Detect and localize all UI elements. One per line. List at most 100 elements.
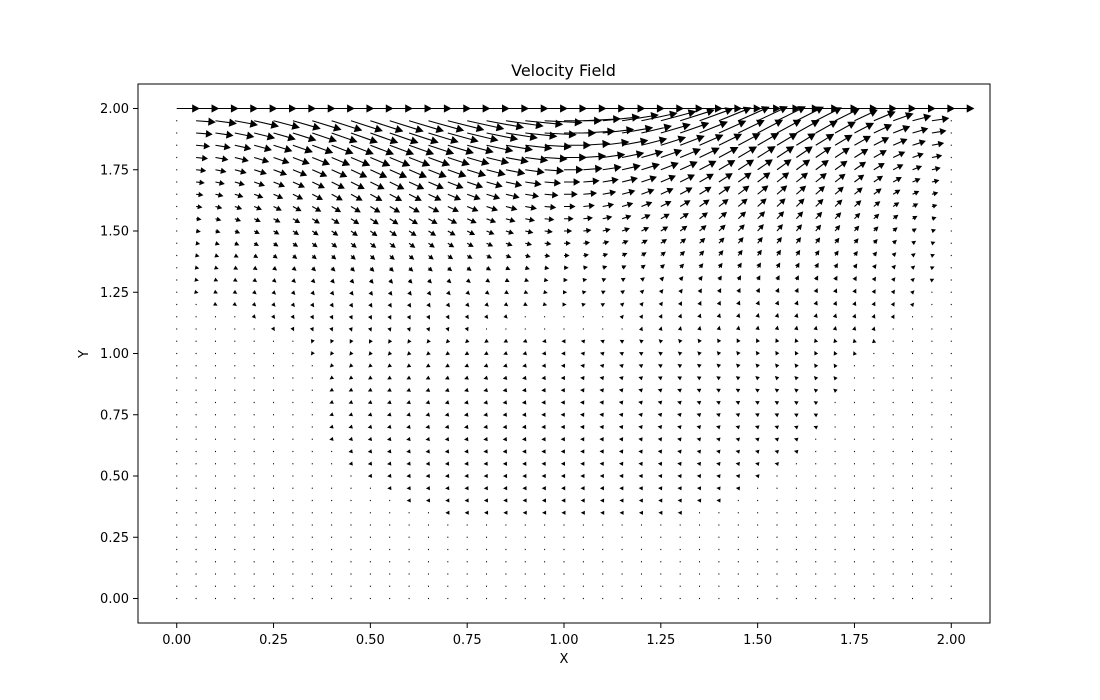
quiver-arrow xyxy=(890,302,895,307)
quiver-arrow xyxy=(718,198,729,207)
quiver-arrow xyxy=(677,437,682,442)
quiver-arrow xyxy=(389,156,411,167)
quiver-arrow xyxy=(639,339,644,344)
quiver-arrow xyxy=(795,185,807,195)
quiver-arrow xyxy=(599,424,604,430)
quiver-arrow xyxy=(776,236,782,244)
quiver-arrow xyxy=(854,122,875,134)
quiver-arrow xyxy=(464,351,470,356)
x-tick-label: 2.00 xyxy=(937,633,966,648)
quiver-arrow xyxy=(524,277,530,283)
quiver-arrow xyxy=(891,252,897,258)
quiver-arrow xyxy=(445,363,450,368)
quiver-arrow xyxy=(428,156,451,167)
quiver-arrow xyxy=(718,211,728,220)
quiver-arrow xyxy=(331,120,363,133)
quiver-arrow xyxy=(757,185,769,195)
quiver-arrow xyxy=(368,363,373,368)
quiver-arrow xyxy=(541,400,546,405)
quiver-arrow xyxy=(350,181,365,190)
quiver-arrow xyxy=(350,193,363,201)
quiver-arrow xyxy=(252,265,258,271)
quiver-arrow xyxy=(737,262,742,269)
quiver-arrow xyxy=(657,461,663,466)
quiver-arrow xyxy=(579,400,585,405)
quiver-arrow xyxy=(583,127,616,136)
quiver-arrow xyxy=(234,143,252,152)
quiver-arrow xyxy=(755,388,760,393)
quiver-arrow xyxy=(696,449,702,454)
quiver-arrow xyxy=(931,104,956,113)
quiver-arrows xyxy=(176,104,975,600)
quiver-arrow xyxy=(755,449,760,454)
quiver-arrow xyxy=(253,217,261,223)
quiver-arrow xyxy=(425,486,430,491)
quiver-arrow xyxy=(657,437,663,442)
quiver-arrow xyxy=(389,254,395,260)
quiver-arrow xyxy=(929,278,935,283)
quiver-arrow xyxy=(777,104,801,113)
quiver-arrow xyxy=(582,277,588,283)
quiver-arrow xyxy=(387,290,393,296)
quiver-arrow xyxy=(350,169,368,178)
quiver-arrow xyxy=(234,180,245,187)
quiver-arrow xyxy=(641,239,648,245)
quiver-arrow xyxy=(910,277,915,283)
quiver-arrow xyxy=(699,225,707,232)
quiver-arrow xyxy=(483,351,489,355)
quiver-arrow xyxy=(310,290,315,296)
quiver-arrow xyxy=(350,156,371,167)
quiver-arrow xyxy=(641,104,665,113)
quiver-arrow xyxy=(564,265,569,271)
quiver-arrow xyxy=(580,339,586,344)
quiver-arrow xyxy=(447,206,459,213)
quiver-arrow xyxy=(544,203,557,211)
quiver-arrow xyxy=(776,159,792,171)
quiver-arrow xyxy=(521,424,527,430)
quiver-arrow xyxy=(795,211,804,220)
quiver-arrow xyxy=(854,225,860,232)
quiver-arrow xyxy=(541,363,546,368)
quiver-arrow xyxy=(931,140,945,148)
quiver-arrow xyxy=(580,498,585,503)
quiver-arrow xyxy=(350,132,378,144)
quiver-arrow xyxy=(892,227,898,233)
quiver-arrow xyxy=(696,412,702,418)
quiver-arrow xyxy=(428,193,442,201)
quiver-arrow xyxy=(234,217,242,222)
quiver-arrow xyxy=(658,498,663,503)
quiver-arrow xyxy=(813,300,818,306)
quiver-arrow xyxy=(737,146,758,158)
x-tick-label: 0.00 xyxy=(162,633,191,648)
quiver-arrow xyxy=(232,277,238,282)
quiver-arrow xyxy=(931,191,939,197)
quiver-arrow xyxy=(912,126,929,134)
quiver-arrow xyxy=(619,302,625,307)
quiver-arrow xyxy=(735,376,741,381)
quiver-arrow xyxy=(447,193,462,201)
quiver-arrow xyxy=(312,104,336,113)
quiver-arrow xyxy=(408,132,439,145)
quiver-arrow xyxy=(234,192,244,199)
quiver-arrow xyxy=(544,191,559,199)
quiver-arrow xyxy=(560,400,565,405)
quiver-arrow xyxy=(912,113,932,122)
quiver-arrow xyxy=(329,363,335,368)
quiver-arrow xyxy=(774,413,780,418)
quiver-arrow xyxy=(330,339,335,344)
quiver-arrow xyxy=(677,351,683,356)
quiver-arrow xyxy=(370,169,388,179)
quiver-arrow xyxy=(541,424,546,430)
quiver-arrow xyxy=(234,229,241,234)
quiver-arrow xyxy=(351,104,375,113)
quiver-arrow xyxy=(329,290,335,296)
quiver-arrow xyxy=(505,241,513,247)
quiver-arrow xyxy=(444,424,450,429)
quiver-arrow xyxy=(311,266,316,272)
quiver-arrow xyxy=(892,202,900,208)
quiver-arrow xyxy=(483,363,489,368)
quiver-arrow xyxy=(638,449,643,454)
quiver-arrow xyxy=(505,265,511,271)
quiver-arrow xyxy=(408,266,414,272)
quiver-arrow xyxy=(348,327,353,332)
